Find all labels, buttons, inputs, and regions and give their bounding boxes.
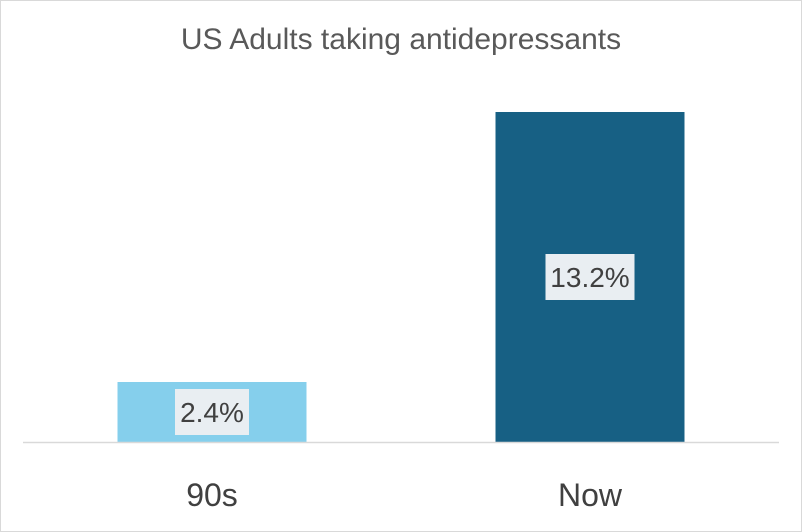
data-label-box [545,254,635,300]
x-tick-label: 90s [186,477,238,513]
data-label: 2.4% [180,397,244,428]
data-label-box [175,389,249,435]
x-tick-label: Now [558,477,623,513]
chart-title: US Adults taking antidepressants [180,23,622,56]
data-label: 13.2% [550,262,629,293]
